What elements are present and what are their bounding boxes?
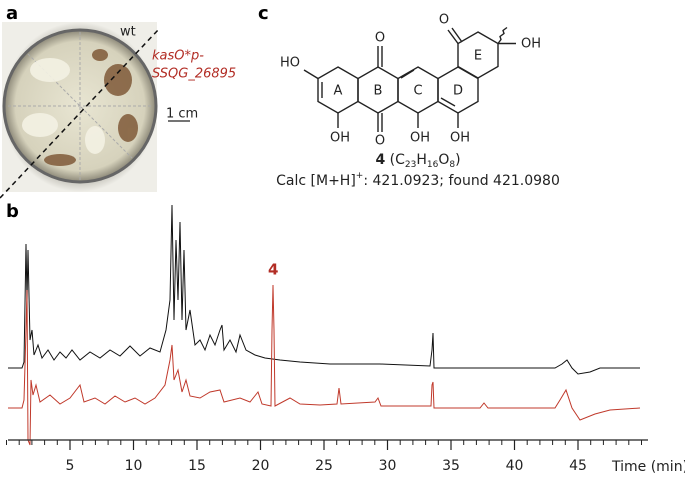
compound-formula: 4 (C23H16O8): [375, 152, 460, 170]
plate-photo: [0, 22, 190, 199]
photo-label: kasO*p-: [152, 49, 204, 64]
atom-label: HO: [280, 56, 300, 71]
x-axis-label: Time (min): [611, 459, 685, 475]
atom-label: OH: [450, 131, 470, 146]
atom-label: OH: [521, 37, 541, 52]
scale-bar-label: 1 cm: [166, 107, 198, 122]
x-tick-label: 15: [188, 458, 206, 474]
ring-label: C: [413, 84, 422, 99]
atom-label: O: [375, 31, 385, 46]
x-tick-label: 5: [66, 458, 75, 474]
panel-label: b: [6, 201, 19, 222]
atom-label: OH: [410, 131, 430, 146]
panel-label: c: [258, 3, 269, 24]
ring-label: E: [474, 49, 482, 64]
x-tick-label: 20: [252, 458, 270, 474]
ring-label: B: [374, 84, 383, 99]
structure: [303, 26, 516, 132]
x-tick-label: 45: [569, 458, 587, 474]
photo-label: wt: [120, 25, 136, 40]
photo-label: SSQG_26895: [152, 67, 236, 82]
x-tick-label: 30: [379, 458, 397, 474]
mass-data: Calc [M+H]+: 421.0923; found 421.0980: [276, 171, 560, 190]
peak-label: 4: [268, 261, 278, 279]
trace-wt: [8, 204, 640, 375]
atom-label: OH: [330, 131, 350, 146]
x-tick-label: 10: [125, 458, 143, 474]
atom-label: O: [439, 13, 449, 28]
ring-label: D: [453, 84, 463, 99]
trace-construct: [8, 284, 641, 446]
atom-label: O: [375, 134, 385, 149]
x-tick-label: 40: [506, 458, 524, 474]
ring-label: A: [334, 84, 343, 99]
panel-label: a: [6, 3, 18, 24]
x-tick-label: 35: [442, 458, 460, 474]
x-tick-label: 25: [315, 458, 333, 474]
